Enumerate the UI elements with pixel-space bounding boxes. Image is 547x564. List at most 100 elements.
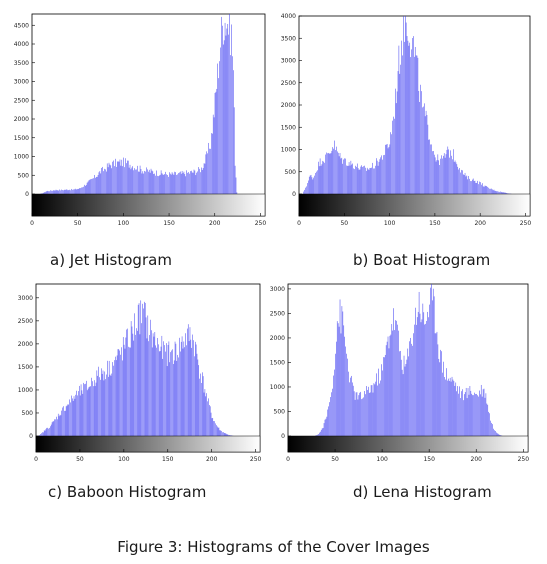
boat-bar — [427, 124, 429, 194]
jet-bar — [194, 170, 196, 194]
boat-bar — [360, 166, 362, 194]
jet-bar — [104, 168, 105, 194]
boat-bar — [430, 144, 431, 194]
baboon-bar — [163, 341, 164, 436]
boat-bar — [443, 155, 444, 194]
jet-bar — [188, 172, 189, 194]
baboon-bar — [41, 433, 42, 436]
boat-bar — [474, 180, 476, 194]
boat-bar — [475, 182, 477, 194]
lena-x-tick-label: 100 — [376, 456, 388, 463]
boat-bar — [392, 120, 393, 194]
jet-bar — [162, 174, 164, 194]
jet-bar — [127, 160, 129, 194]
baboon-bar — [168, 341, 170, 436]
lena-bars — [315, 284, 503, 436]
baboon-x-tick-label: 100 — [118, 456, 130, 463]
lena-bar — [487, 404, 489, 436]
lena-bar — [448, 378, 449, 436]
lena-bar — [411, 343, 412, 436]
baboon-bar — [81, 390, 83, 436]
lena-bar — [378, 368, 379, 436]
boat-bar — [468, 176, 469, 194]
lena-bar — [401, 369, 403, 436]
jet-bar — [198, 167, 199, 194]
jet-bar — [112, 161, 113, 194]
jet-bar — [68, 190, 70, 194]
baboon-bar — [97, 375, 98, 436]
jet-bar — [236, 192, 238, 194]
baboon-bar — [212, 417, 214, 436]
jet-bar — [222, 44, 224, 195]
boat-bar — [394, 118, 395, 194]
boat-bar — [323, 161, 324, 194]
baboon-bar — [70, 402, 71, 436]
boat-bar — [449, 157, 450, 194]
lena-bar — [417, 311, 419, 436]
baboon-bar — [190, 339, 192, 436]
boat-bar — [327, 152, 329, 194]
lena-bar — [478, 396, 479, 436]
baboon-bar — [80, 384, 82, 436]
boat-bar — [378, 161, 380, 194]
lena-bar — [370, 385, 372, 436]
boat-bar — [497, 191, 498, 194]
jet-bar — [122, 166, 123, 194]
jet-bar — [187, 172, 188, 194]
baboon-bar — [64, 410, 65, 436]
jet-bar — [47, 190, 49, 194]
jet-bar — [218, 78, 219, 194]
baboon-bar — [133, 340, 135, 436]
jet-bar — [117, 161, 119, 194]
jet-bar — [175, 172, 176, 194]
jet-bar — [206, 151, 208, 194]
boat-bar — [395, 88, 396, 194]
lena-bar — [369, 392, 371, 436]
lena-bar — [357, 399, 359, 436]
boat-bar — [472, 178, 474, 194]
jet-bar — [195, 175, 197, 194]
boat-bar — [501, 191, 502, 194]
jet-bar — [126, 163, 127, 194]
baboon-bar — [146, 338, 148, 436]
boat-bar — [489, 188, 490, 194]
baboon-bar — [101, 368, 102, 436]
baboon-bar — [188, 341, 190, 436]
boat-bar — [391, 134, 392, 194]
jet-bar — [124, 167, 125, 194]
boat-bar — [369, 167, 371, 194]
lena-bar — [377, 385, 378, 436]
jet-bar — [136, 169, 137, 194]
baboon-bar — [202, 372, 203, 436]
lena-bar — [406, 359, 408, 436]
lena-bar — [497, 433, 499, 436]
lena-bar — [408, 356, 409, 436]
boat-bar — [327, 153, 328, 194]
baboon-bar — [103, 380, 105, 436]
baboon-bar — [83, 382, 84, 436]
boat-y-tick-label: 0 — [292, 191, 296, 198]
baboon-bar — [132, 333, 134, 436]
boat-bar — [505, 192, 507, 194]
boat-bar — [466, 175, 468, 194]
boat-bar — [406, 36, 408, 194]
jet-bar — [149, 172, 151, 194]
baboon-bar — [112, 362, 113, 436]
jet-bar — [83, 186, 84, 194]
jet-bar — [203, 163, 205, 194]
boat-bar — [453, 161, 455, 194]
baboon-bar — [135, 334, 136, 436]
boat-bar — [307, 183, 308, 194]
lena-bar — [450, 381, 452, 436]
baboon-x-tick-label: 250 — [250, 456, 262, 463]
jet-bar — [176, 174, 177, 194]
jet-bar — [158, 176, 159, 194]
jet-bar — [66, 189, 68, 194]
baboon-x-tick-label: 50 — [76, 456, 84, 463]
jet-bar — [201, 167, 202, 194]
jet-y-tick-label: 4500 — [14, 22, 29, 29]
boat-bar — [407, 40, 409, 194]
boat-bar — [350, 160, 352, 194]
jet-x-tick-label: 0 — [30, 220, 34, 227]
boat-bar — [411, 49, 412, 194]
